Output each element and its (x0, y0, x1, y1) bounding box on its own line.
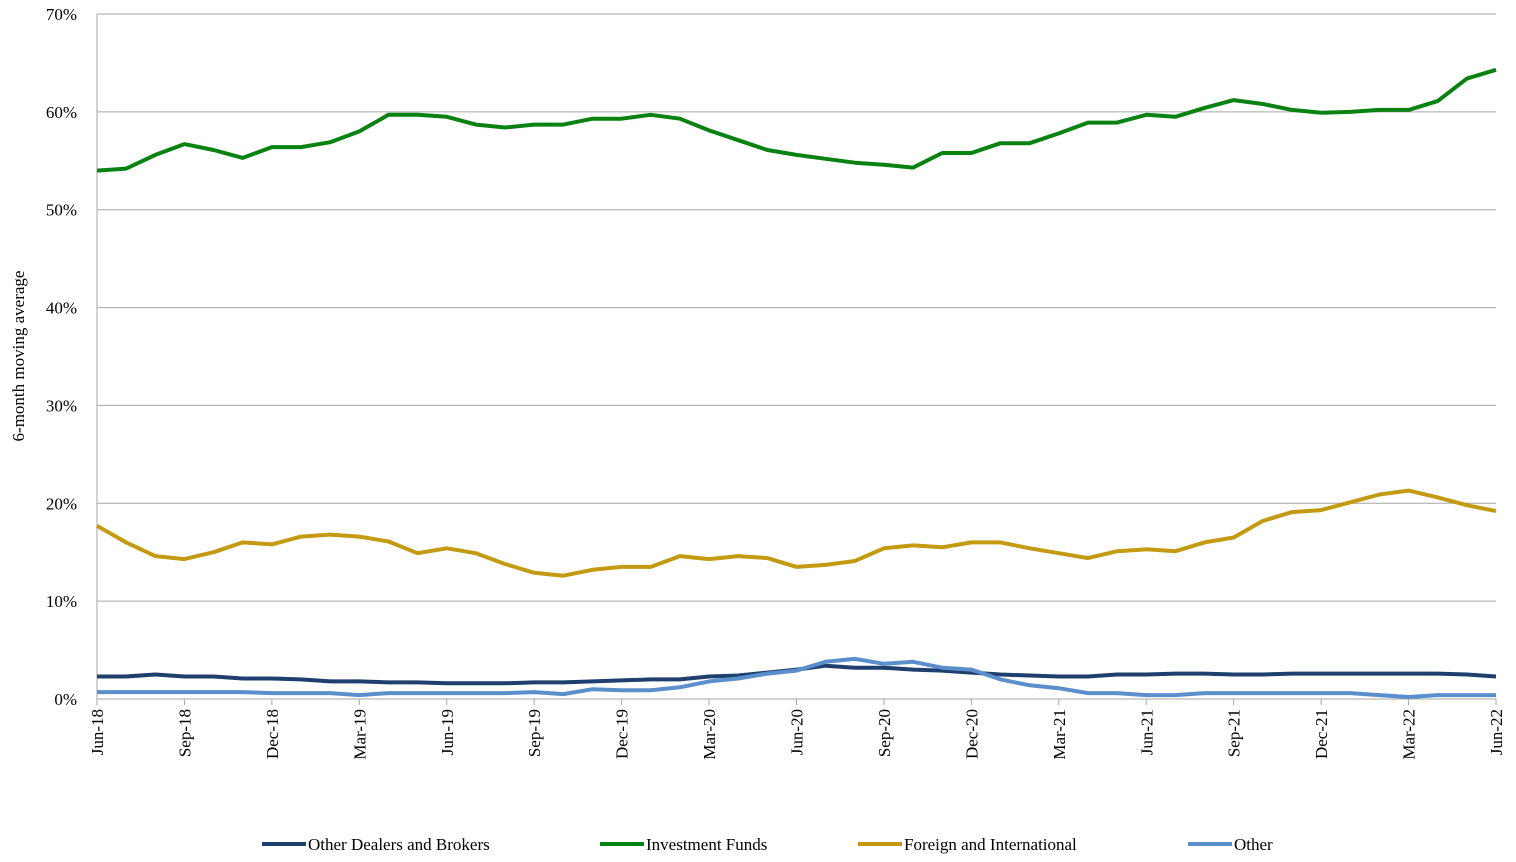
x-tick-label: Mar-21 (1050, 709, 1069, 760)
y-tick-label: 70% (46, 5, 77, 24)
x-tick-label: Dec-19 (613, 709, 632, 759)
x-tick-label: Jun-18 (88, 709, 107, 755)
x-tick-label: Mar-20 (700, 709, 719, 760)
series-line (97, 656, 1496, 699)
x-tick-label: Dec-20 (962, 709, 981, 759)
series-line (96, 67, 1497, 173)
legend-label: Other (1234, 835, 1273, 854)
legend-label: Foreign and International (904, 835, 1077, 854)
y-tick-label: 50% (46, 201, 77, 220)
y-tick-label: 20% (46, 494, 77, 513)
y-tick-label: 60% (46, 103, 77, 122)
series-line (97, 663, 1497, 686)
x-tick-label: Sep-18 (175, 709, 194, 757)
x-tick-label: Mar-19 (350, 709, 369, 760)
y-axis-title: 6-month moving average (9, 271, 28, 442)
x-tick-label: Dec-21 (1312, 709, 1331, 759)
x-tick-label: Sep-21 (1225, 709, 1244, 757)
x-tick-label: Jun-19 (438, 709, 457, 755)
legend-label: Investment Funds (646, 835, 767, 854)
x-tick-label: Sep-20 (875, 709, 894, 757)
x-tick-label: Sep-19 (525, 709, 544, 757)
y-tick-label: 10% (46, 592, 77, 611)
x-tick-label: Mar-22 (1400, 709, 1419, 760)
legend-label: Other Dealers and Brokers (308, 835, 490, 854)
y-tick-label: 0% (54, 690, 77, 709)
x-tick-label: Jun-20 (788, 709, 807, 755)
y-tick-label: 30% (46, 396, 77, 415)
x-tick-label: Jun-21 (1137, 709, 1156, 755)
series-line (96, 488, 1497, 578)
y-tick-label: 40% (46, 299, 77, 318)
x-tick-label: Dec-18 (263, 709, 282, 759)
x-tick-label: Jun-22 (1487, 709, 1506, 755)
